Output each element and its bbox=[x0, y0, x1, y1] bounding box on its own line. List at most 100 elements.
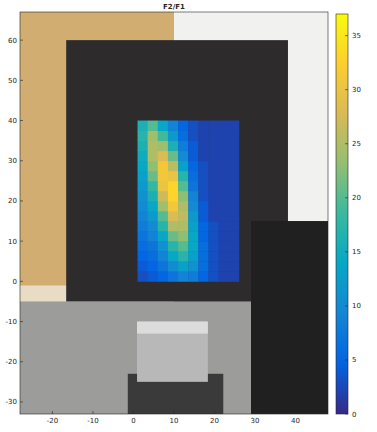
colorbar-tick-label: 0 bbox=[352, 411, 356, 419]
colorbar-tick bbox=[345, 359, 348, 360]
heatmap-cell bbox=[229, 171, 240, 181]
heatmap-cell bbox=[219, 251, 230, 261]
figure: -20-10010203040-30-20-100102030405060F2/… bbox=[0, 0, 377, 432]
heatmap-cell bbox=[219, 271, 230, 281]
x-tick-label: 10 bbox=[170, 417, 179, 425]
heatmap-cell bbox=[188, 121, 199, 131]
heatmap-cell bbox=[178, 181, 189, 191]
colorbar-tick bbox=[345, 414, 348, 415]
heatmap-cell bbox=[198, 171, 209, 181]
heatmap-cell bbox=[178, 151, 189, 161]
heatmap-cell bbox=[138, 241, 149, 251]
x-tick-label: 20 bbox=[210, 417, 219, 425]
heatmap-cell bbox=[178, 161, 189, 171]
cylinder-top bbox=[137, 322, 208, 334]
heatmap-cell bbox=[219, 231, 230, 241]
heatmap-cell bbox=[168, 261, 179, 271]
heatmap-cell bbox=[158, 261, 169, 271]
heatmap-cell bbox=[178, 241, 189, 251]
heatmap-cell bbox=[188, 171, 199, 181]
heatmap-cell bbox=[198, 241, 209, 251]
x-tick-label: 40 bbox=[291, 417, 300, 425]
heatmap-cell bbox=[148, 161, 159, 171]
heatmap-cell bbox=[229, 191, 240, 201]
heatmap-cell bbox=[148, 241, 159, 251]
heatmap-cell bbox=[178, 221, 189, 231]
y-tick bbox=[20, 281, 23, 282]
heatmap-cell bbox=[188, 191, 199, 201]
heatmap-cell bbox=[219, 211, 230, 221]
heatmap-cell bbox=[229, 151, 240, 161]
heatmap-cell bbox=[178, 231, 189, 241]
heatmap-cell bbox=[198, 131, 209, 141]
heatmap-cell bbox=[158, 251, 169, 261]
heatmap-cell bbox=[188, 211, 199, 221]
heatmap-cell bbox=[138, 131, 149, 141]
y-tick-label: 60 bbox=[8, 37, 17, 45]
heatmap-cell bbox=[168, 141, 179, 151]
heatmap-cell bbox=[148, 271, 159, 281]
heatmap-cell bbox=[219, 121, 230, 131]
colorbar-tick bbox=[345, 305, 348, 306]
heatmap-cell bbox=[208, 251, 219, 261]
colorbar-tick-label: 20 bbox=[352, 194, 361, 202]
heatmap-cell bbox=[168, 211, 179, 221]
heatmap-cell bbox=[168, 201, 179, 211]
heatmap-cell bbox=[229, 231, 240, 241]
heatmap-cell bbox=[138, 261, 149, 271]
heatmap-cell bbox=[208, 131, 219, 141]
heatmap-cell bbox=[229, 161, 240, 171]
heatmap-cell bbox=[168, 151, 179, 161]
heatmap-cell bbox=[158, 221, 169, 231]
heatmap-cell bbox=[168, 241, 179, 251]
heatmap-cell bbox=[178, 131, 189, 141]
heatmap-cell bbox=[138, 161, 149, 171]
heatmap-cell bbox=[178, 251, 189, 261]
heatmap-cell bbox=[208, 221, 219, 231]
y-tick-label: 10 bbox=[8, 238, 17, 246]
heatmap-cell bbox=[188, 181, 199, 191]
colorbar-tick-label: 25 bbox=[352, 140, 361, 148]
x-tick bbox=[214, 411, 215, 414]
heatmap-cell bbox=[229, 211, 240, 221]
heatmap-cell bbox=[208, 141, 219, 151]
heatmap-cell bbox=[208, 241, 219, 251]
heatmap-cell bbox=[178, 271, 189, 281]
heatmap-cell bbox=[208, 231, 219, 241]
heatmap-cell bbox=[198, 221, 209, 231]
heatmap-cell bbox=[219, 141, 230, 151]
heatmap-cell bbox=[208, 261, 219, 271]
heatmap-cell bbox=[148, 121, 159, 131]
x-tick-label: -20 bbox=[47, 417, 58, 425]
heatmap-cell bbox=[148, 211, 159, 221]
heatmap-cell bbox=[168, 221, 179, 231]
heatmap-cell bbox=[148, 141, 159, 151]
heatmap-cell bbox=[148, 151, 159, 161]
heatmap-cell bbox=[219, 201, 230, 211]
heatmap-cell bbox=[229, 251, 240, 261]
heatmap-cell bbox=[188, 201, 199, 211]
heatmap-cell bbox=[158, 241, 169, 251]
y-tick-label: -30 bbox=[6, 398, 17, 406]
heatmap-cell bbox=[148, 231, 159, 241]
heatmap-cell bbox=[138, 191, 149, 201]
y-tick-label: 20 bbox=[8, 197, 17, 205]
heatmap-cell bbox=[168, 191, 179, 201]
heatmap-cell bbox=[188, 251, 199, 261]
heatmap-cell bbox=[208, 201, 219, 211]
heatmap-cell bbox=[158, 131, 169, 141]
heatmap-cell bbox=[178, 211, 189, 221]
heatmap-cell bbox=[138, 201, 149, 211]
heatmap-cell bbox=[219, 261, 230, 271]
heatmap-cell bbox=[138, 231, 149, 241]
heatmap-cell bbox=[198, 201, 209, 211]
heatmap-cell bbox=[198, 271, 209, 281]
x-tick bbox=[255, 411, 256, 414]
heatmap-cell bbox=[188, 261, 199, 271]
y-tick bbox=[20, 40, 23, 41]
heatmap-cell bbox=[219, 131, 230, 141]
y-tick-label: 30 bbox=[8, 157, 17, 165]
colorbar-tick bbox=[345, 89, 348, 90]
jacket bbox=[251, 221, 328, 414]
heatmap-cell bbox=[148, 251, 159, 261]
